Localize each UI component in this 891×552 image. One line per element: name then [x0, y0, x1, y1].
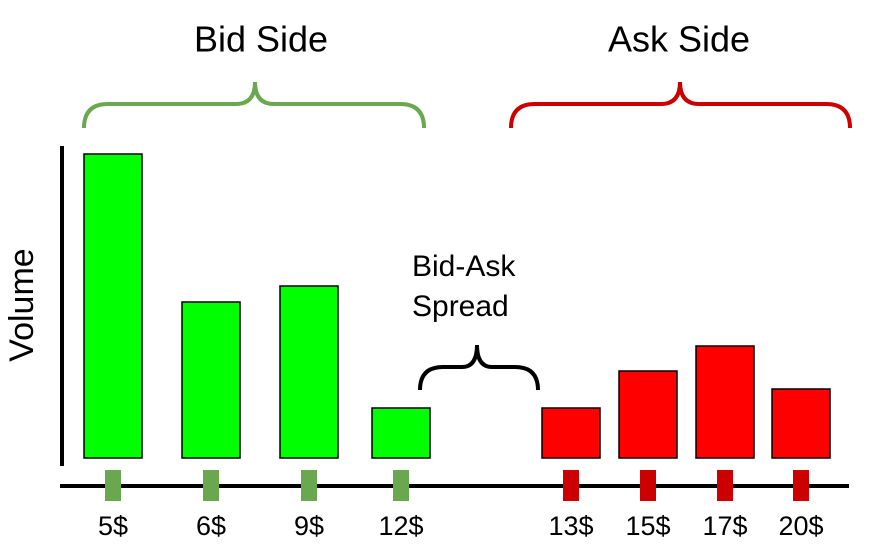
x-tick-marker	[301, 470, 317, 501]
bar	[279, 285, 339, 459]
y-axis-label: Volume	[3, 248, 41, 361]
bar	[771, 388, 831, 459]
bar	[371, 407, 431, 459]
spread-bracket	[418, 344, 540, 391]
x-tick-label: 9$	[294, 511, 324, 541]
bid-bracket	[82, 81, 426, 129]
x-tick-marker	[203, 470, 219, 501]
ask-label: Ask Side	[608, 19, 750, 60]
x-tick-marker	[793, 470, 809, 501]
x-tick-marker	[717, 470, 733, 501]
bar	[83, 153, 143, 459]
x-tick-marker	[105, 470, 121, 501]
x-tick-label: 12$	[378, 511, 423, 541]
x-tick-label: 20$	[778, 511, 823, 541]
bar	[181, 301, 241, 459]
x-tick-marker	[393, 470, 409, 501]
bar	[541, 407, 601, 459]
x-tick-label: 5$	[98, 511, 128, 541]
x-tick-label: 15$	[625, 511, 670, 541]
x-tick-marker	[640, 470, 656, 501]
x-tick-marker	[563, 470, 579, 501]
bar	[695, 345, 755, 459]
x-tick-label: 6$	[196, 511, 226, 541]
ask-bracket	[509, 81, 852, 129]
x-tick-label: 13$	[548, 511, 593, 541]
bar	[618, 370, 678, 459]
spread-label: Spread	[412, 290, 509, 323]
x-tick-label: 17$	[702, 511, 747, 541]
bid-label: Bid Side	[194, 19, 328, 60]
spread-label: Bid-Ask	[412, 250, 516, 283]
